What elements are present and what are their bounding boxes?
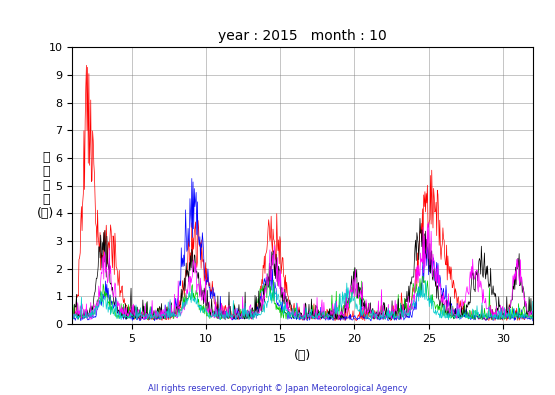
石廀崎	[266, 275, 273, 280]
上ノ国	[134, 316, 140, 320]
上ノ国	[401, 305, 407, 310]
屋久島	[411, 302, 418, 307]
石廀崎	[284, 311, 290, 316]
屋久島	[70, 311, 77, 316]
Line: 経ヶ崎: 経ヶ崎	[72, 218, 533, 320]
Line: 石廀崎: 石廀崎	[72, 269, 533, 320]
石廀崎	[351, 266, 357, 271]
Line: 屋久島: 屋久島	[72, 281, 533, 320]
石廀崎	[69, 309, 75, 314]
上ノ国	[83, 63, 90, 68]
唐桑	[284, 311, 290, 316]
生月島	[228, 317, 235, 322]
上ノ国	[332, 318, 339, 323]
唐桑	[69, 315, 75, 320]
経ヶ崎	[411, 257, 418, 262]
生月島	[284, 300, 290, 305]
屋久島	[266, 293, 273, 298]
生月島	[266, 272, 273, 276]
屋久島	[422, 278, 429, 283]
Y-axis label: 有
義
波
高
(ｍ): 有 義 波 高 (ｍ)	[37, 151, 54, 220]
Text: All rights reserved. Copyright © Japan Meteorological Agency: All rights reserved. Copyright © Japan M…	[148, 384, 407, 393]
生月島	[70, 312, 77, 316]
生月島	[529, 310, 536, 315]
唐桑	[133, 317, 140, 322]
上ノ国	[266, 224, 273, 229]
生月島	[400, 302, 407, 307]
上ノ国	[412, 289, 418, 293]
屋久島	[284, 308, 290, 313]
唐桑	[401, 318, 407, 322]
唐桑	[70, 316, 77, 321]
上ノ国	[284, 280, 290, 284]
生月島	[411, 300, 418, 305]
Legend: 上ノ国, 唐桑, 石廀崎, 経ヶ崎, 生月島, 屋久島: 上ノ国, 唐桑, 石廀崎, 経ヶ崎, 生月島, 屋久島	[166, 390, 438, 395]
唐桑	[266, 277, 273, 282]
生月島	[425, 220, 432, 225]
生月島	[69, 308, 75, 312]
Title: year : 2015   month : 10: year : 2015 month : 10	[218, 30, 387, 43]
石廀崎	[222, 318, 229, 322]
屋久島	[529, 299, 536, 304]
経ヶ崎	[133, 314, 140, 319]
経ヶ崎	[529, 314, 536, 319]
生月島	[133, 314, 140, 319]
唐桑	[529, 318, 536, 323]
屋久島	[400, 312, 407, 317]
Line: 唐桑: 唐桑	[72, 179, 533, 321]
上ノ国	[70, 311, 77, 316]
経ヶ崎	[69, 309, 75, 314]
屋久島	[133, 317, 140, 322]
経ヶ崎	[282, 294, 289, 299]
経ヶ崎	[265, 285, 272, 290]
経ヶ崎	[400, 302, 407, 307]
経ヶ崎	[334, 317, 340, 322]
上ノ国	[529, 314, 536, 319]
唐桑	[367, 318, 374, 323]
経ヶ崎	[70, 316, 77, 321]
石廀崎	[401, 313, 407, 318]
経ヶ崎	[417, 216, 423, 221]
唐桑	[412, 307, 418, 312]
屋久島	[69, 313, 75, 318]
X-axis label: (日): (日)	[294, 349, 311, 362]
上ノ国	[69, 316, 75, 321]
Line: 上ノ国: 上ノ国	[72, 65, 533, 321]
石廀崎	[529, 316, 536, 321]
屋久島	[217, 318, 224, 322]
石廀崎	[133, 311, 140, 316]
唐桑	[189, 176, 195, 181]
石廀崎	[412, 291, 418, 296]
石廀崎	[70, 303, 77, 307]
Line: 生月島: 生月島	[72, 223, 533, 320]
